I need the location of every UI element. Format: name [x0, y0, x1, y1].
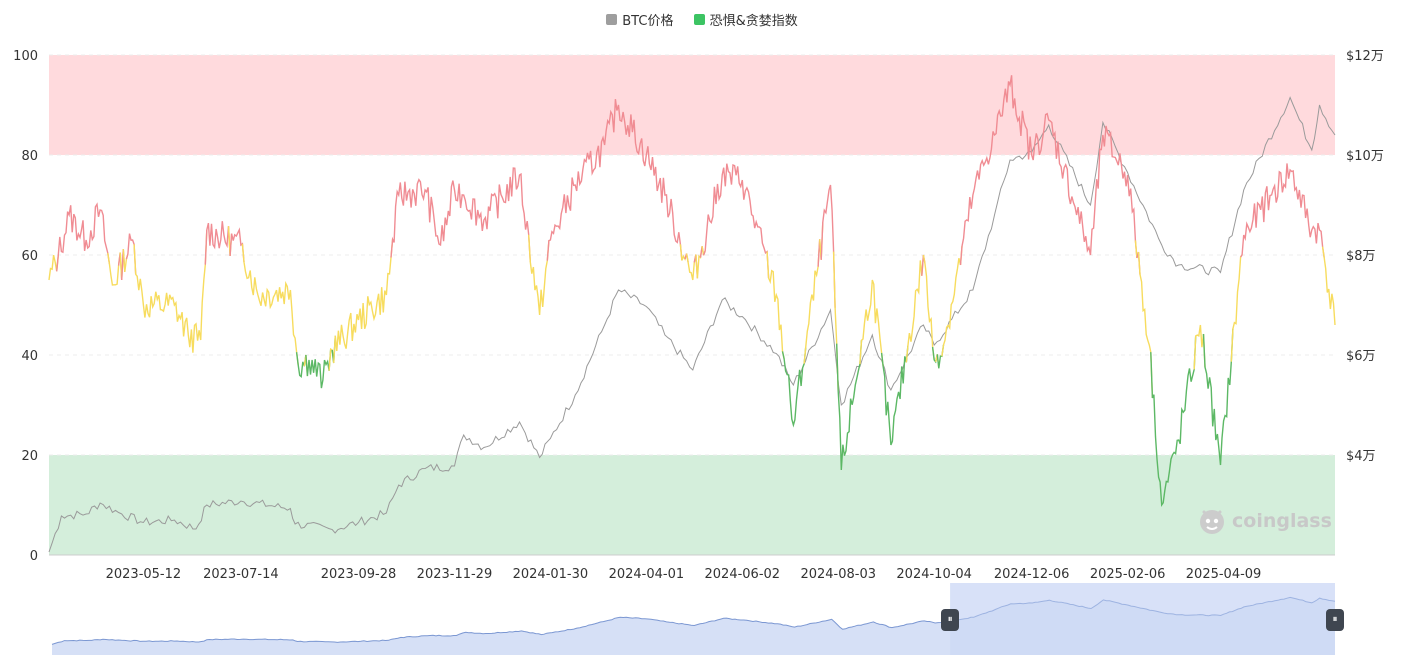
series-fear-greed-neutral-segment [1321, 246, 1336, 326]
series-fear-greed-neutral-segment [107, 252, 121, 286]
series-fear-greed-neutral-segment [333, 239, 394, 364]
x-tick-label: 2024-06-02 [705, 567, 781, 582]
series-fear-greed-neutral-segment [859, 279, 884, 367]
series-fear-greed-greed-segment [546, 99, 683, 261]
zoom-handle-right[interactable]: ⏸ [1326, 609, 1344, 631]
x-tick-label: 2024-01-30 [513, 567, 589, 582]
x-tick-label: 2023-11-29 [417, 567, 493, 582]
series-fear-greed-neutral-segment [685, 253, 697, 281]
series-fear-greed-neutral-segment [528, 234, 550, 316]
x-tick-label: 2024-12-06 [994, 567, 1070, 582]
x-tick-label: 2024-10-04 [896, 567, 972, 582]
legend-swatch-fear-greed-icon [693, 14, 705, 25]
y-left-tick-label: 0 [30, 549, 38, 564]
series-fear-greed-neutral-segment [766, 251, 785, 359]
greed-zone [49, 55, 1335, 155]
y-left-tick-label: 80 [21, 149, 38, 164]
series-fear-greed-greed-segment [702, 163, 770, 279]
x-tick-label: 2025-02-06 [1090, 567, 1166, 582]
series-fear-greed-greed-segment [820, 184, 836, 308]
x-tick-label: 2023-09-28 [321, 567, 397, 582]
series-fear-greed-fear-segment [1202, 328, 1234, 466]
legend-label-fear-greed: 恐惧&贪婪指数 [709, 14, 798, 29]
series-fear-greed-neutral-segment [922, 254, 935, 361]
fear-zone [49, 455, 1335, 555]
series-fear-greed-greed-segment [1240, 163, 1325, 258]
zoom-selection-overlay [950, 583, 1335, 655]
series-fear-greed-fear-segment [781, 347, 807, 428]
legend-item-btc-price[interactable]: BTC价格 [606, 10, 673, 29]
y-right-tick-label: $10万 [1346, 149, 1384, 164]
series-fear-greed-greed-segment [390, 167, 531, 263]
y-left-tick-label: 40 [21, 349, 38, 364]
y-right-tick-label: $8万 [1346, 249, 1376, 264]
series-fear-greed-fear-segment [836, 340, 863, 471]
y-right-tick-label: $6万 [1346, 349, 1376, 364]
series-fear-greed-greed-segment [229, 227, 245, 263]
series-fear-greed-neutral-segment [122, 249, 129, 272]
series-fear-greed-fear-segment [880, 345, 909, 446]
coinglass-logo-icon [1200, 510, 1224, 534]
legend-item-fear-greed[interactable]: 恐惧&贪婪指数 [693, 10, 798, 29]
series-fear-greed-fear-segment [305, 349, 332, 389]
zoom-handle-left[interactable]: ⏸ [941, 609, 960, 631]
legend-label-btc-price: BTC价格 [622, 14, 674, 29]
x-tick-label: 2025-04-09 [1186, 567, 1262, 582]
series-fear-greed-greed-segment [959, 75, 1138, 266]
series-fear-greed-neutral-segment [133, 229, 208, 353]
chart-legend: BTC价格 恐惧&贪婪指数 [0, 10, 1404, 29]
y-right-tick-label: $12万 [1346, 49, 1384, 64]
series-fear-greed-neutral-segment [941, 246, 963, 357]
legend-swatch-btc-icon [606, 14, 618, 25]
series-fear-greed-greed-segment [204, 221, 231, 265]
zoom-mini-line [51, 596, 1336, 645]
y-right-tick-label: $4万 [1346, 449, 1376, 464]
y-left-tick-label: 60 [21, 249, 38, 264]
x-tick-label: 2023-05-12 [106, 567, 182, 582]
series-fear-greed-neutral-segment [241, 243, 299, 366]
series-fear-greed-neutral-segment [1193, 324, 1206, 370]
x-tick-label: 2024-04-01 [609, 567, 685, 582]
y-left-tick-label: 20 [21, 449, 38, 464]
series-fear-greed-neutral-segment [1137, 251, 1154, 399]
series-fear-greed-neutral-segment [905, 254, 925, 363]
zoom-mini-area [52, 597, 1335, 655]
x-tick-label: 2023-07-14 [203, 567, 279, 582]
series-fear-greed-fear-segment [1150, 335, 1197, 508]
coinglass-watermark: coinglass [1198, 506, 1332, 536]
series-fear-greed-neutral-segment [1230, 254, 1243, 362]
series-fear-greed-neutral-segment [803, 239, 821, 364]
x-tick-label: 2024-08-03 [800, 567, 876, 582]
series-fear-greed-greed-segment [56, 202, 111, 272]
y-left-tick-label: 100 [13, 49, 38, 64]
brand-name: coinglass [1232, 510, 1332, 532]
